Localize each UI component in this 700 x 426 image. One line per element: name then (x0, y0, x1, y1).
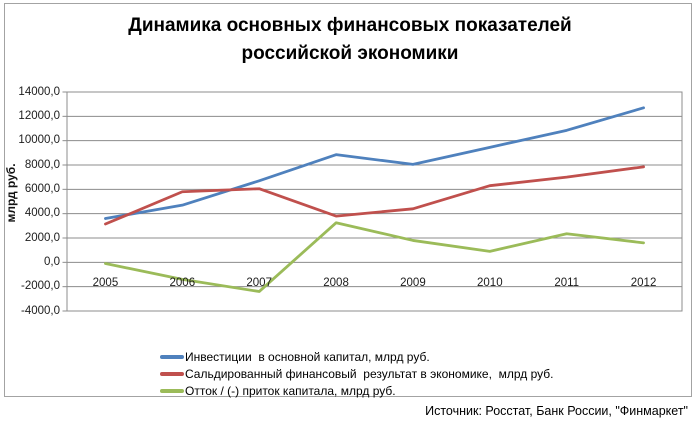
legend-item-capital-flow: Отток / (-) приток капитала, млрд руб. (160, 382, 553, 399)
y-tick-label: 6000,0 (24, 182, 60, 195)
x-tick-label: 2010 (477, 277, 503, 289)
y-tick-label: 4000,0 (24, 207, 60, 220)
series-line-investments (104, 106, 645, 220)
legend-label: Сальдированный финансовый результат в эк… (185, 366, 554, 381)
legend-line-swatch (160, 354, 184, 359)
chart-title-line1: Динамика основных финансовых показателей (128, 15, 572, 36)
y-tick-label: 2000,0 (24, 231, 60, 244)
legend-item-financial-result: Сальдированный финансовый результат в эк… (160, 365, 553, 382)
legend-label: Отток / (-) приток капитала, млрд руб. (185, 383, 396, 398)
x-tick-label: 2009 (400, 277, 426, 289)
legend-label: Инвестиции в основной капитал, млрд руб. (185, 349, 430, 364)
legend-item-investments: Инвестиции в основной капитал, млрд руб. (160, 348, 553, 365)
y-tick-label: 12000,0 (18, 109, 60, 122)
x-tick-label: 2008 (323, 277, 349, 289)
series-line-capital-flow (104, 221, 645, 293)
series-line-financial-result (104, 165, 645, 226)
chart-title-line2: российской экономики (241, 43, 459, 64)
source-note: Источник: Росстат, Банк России, "Финмарк… (425, 404, 688, 418)
x-tick-label: 2006 (169, 277, 196, 289)
y-tick-label: 0,0 (44, 255, 60, 268)
x-tick-label: 2011 (554, 277, 580, 289)
chart-frame (4, 3, 692, 397)
plot-border (66, 91, 683, 312)
y-tick-label: -4000,0 (20, 304, 60, 317)
x-tick-label: 2007 (246, 277, 272, 289)
y-tick-label: 10000,0 (18, 134, 60, 147)
legend-line-swatch (160, 388, 184, 393)
legend-line-swatch (160, 371, 184, 376)
y-tick-label: 8000,0 (24, 158, 60, 171)
y-tick-label: 14000,0 (18, 85, 60, 98)
x-tick-label: 2012 (630, 277, 657, 289)
legend: Инвестиции в основной капитал, млрд руб.… (160, 348, 553, 399)
y-tick-label: -2000,0 (20, 280, 60, 293)
chart-title: Динамика основных финансовых показателей… (0, 12, 700, 68)
x-tick-label: 2005 (92, 277, 119, 289)
